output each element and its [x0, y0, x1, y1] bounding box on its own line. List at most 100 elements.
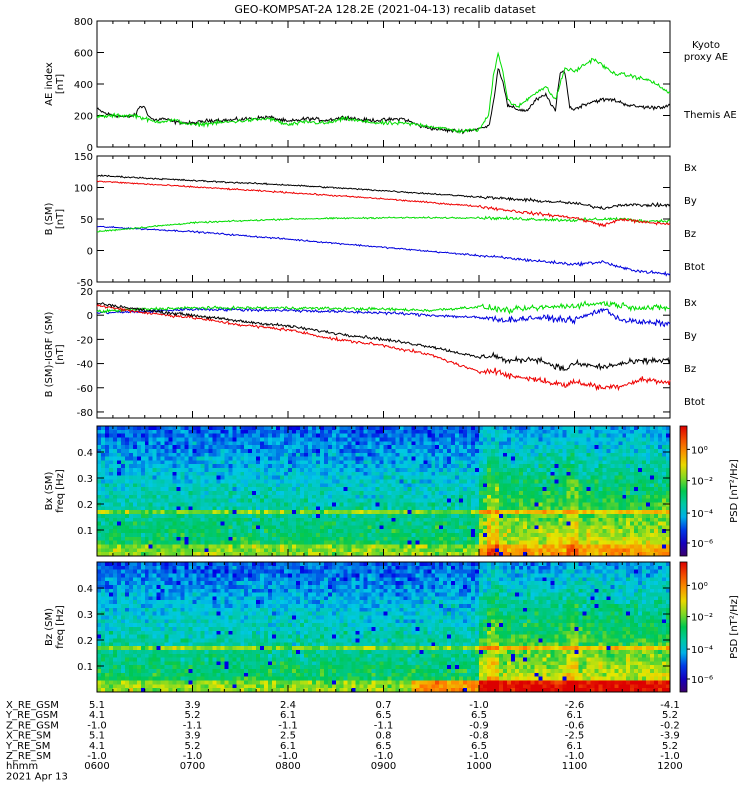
psd-cell	[550, 517, 555, 522]
psd-cell	[455, 426, 460, 431]
psd-cell	[534, 498, 539, 503]
psd-cell	[467, 426, 472, 431]
psd-cell	[188, 448, 193, 454]
psd-cell	[614, 487, 619, 492]
psd-cell	[339, 426, 345, 431]
psd-cell	[343, 426, 348, 431]
psd-cell	[486, 491, 492, 496]
psd-cell	[455, 445, 460, 450]
psd-cell	[331, 475, 337, 480]
psd-cell	[140, 479, 146, 484]
psd-cell	[498, 506, 504, 511]
psd-cell	[638, 548, 643, 553]
psd-cell	[307, 437, 313, 442]
psd-cell	[618, 506, 623, 511]
psd-cell	[208, 548, 213, 553]
psd-cell	[582, 452, 587, 457]
psd-cell	[494, 452, 500, 457]
psd-cell	[502, 456, 508, 461]
psd-cell	[208, 452, 213, 457]
psd-cell	[618, 445, 623, 450]
psd-cell	[419, 513, 424, 519]
psd-cell	[578, 437, 583, 442]
psd-cell	[554, 494, 559, 499]
psd-cell	[280, 460, 285, 465]
psd-cell	[494, 521, 500, 526]
psd-cell	[295, 513, 301, 519]
psd-cell	[471, 433, 476, 438]
psd-cell	[200, 468, 205, 473]
psd-cell	[120, 483, 126, 488]
psd-cell	[192, 491, 197, 496]
psd-cell	[264, 475, 269, 480]
psd-cell	[467, 464, 472, 469]
psd-cell	[622, 429, 627, 434]
psd-cell	[160, 487, 165, 492]
psd-cell	[622, 513, 627, 519]
psd-cell	[196, 529, 201, 534]
psd-cell	[594, 544, 599, 549]
psd-cell	[228, 540, 233, 545]
psd-cell	[244, 513, 249, 519]
psd-cell	[630, 552, 635, 557]
psd-cell	[498, 441, 504, 446]
psd-cell	[570, 498, 575, 503]
psd-cell	[463, 513, 468, 519]
psd-cell	[164, 540, 169, 545]
psd-cell	[407, 468, 412, 473]
psd-cell	[232, 437, 237, 442]
psd-cell	[459, 456, 464, 461]
psd-cell	[343, 517, 348, 522]
psd-cell	[156, 448, 161, 454]
psd-cell	[634, 429, 639, 434]
psd-cell	[136, 437, 142, 442]
psd-cell	[196, 483, 201, 488]
psd-cell	[208, 502, 213, 507]
psd-cell	[506, 487, 512, 492]
psd-cell	[622, 475, 627, 480]
psd-cell	[602, 441, 607, 446]
psd-cell	[538, 460, 543, 465]
psd-cell	[295, 464, 301, 469]
psd-cell	[176, 426, 181, 431]
y-tick-label: 0	[87, 143, 93, 154]
psd-cell	[427, 429, 432, 434]
psd-cell	[363, 517, 368, 522]
psd-cell	[184, 544, 189, 549]
psd-cell	[228, 552, 233, 557]
psd-cell	[427, 483, 432, 488]
psd-cell	[447, 464, 452, 469]
psd-cell	[415, 491, 420, 496]
psd-cell	[431, 506, 436, 511]
psd-cell	[367, 460, 372, 465]
psd-cell	[152, 437, 157, 442]
psd-cell	[467, 552, 472, 557]
psd-cell	[427, 468, 432, 473]
psd-cell	[566, 533, 571, 538]
psd-cell	[634, 506, 639, 511]
psd-cell	[156, 521, 161, 526]
psd-cell	[343, 510, 348, 515]
psd-cell	[299, 445, 305, 450]
psd-cell	[403, 502, 408, 507]
psd-cell	[415, 448, 420, 454]
psd-cell	[100, 448, 106, 454]
psd-cell	[510, 471, 516, 476]
psd-cell	[347, 536, 352, 541]
legend-label: Themis AE	[683, 110, 737, 121]
psd-cell	[208, 517, 213, 522]
psd-cell	[244, 479, 249, 484]
psd-cell	[224, 479, 229, 484]
psd-cell	[288, 464, 293, 469]
psd-cell	[506, 491, 512, 496]
psd-cell	[367, 456, 372, 461]
spectrogram-cells	[97, 426, 671, 557]
psd-cell	[307, 548, 313, 553]
psd-cell	[168, 483, 173, 488]
psd-cell	[359, 502, 364, 507]
psd-cell	[260, 498, 265, 503]
psd-cell	[208, 426, 213, 431]
psd-cell	[638, 494, 643, 499]
psd-cell	[498, 483, 504, 488]
psd-cell	[606, 471, 611, 476]
